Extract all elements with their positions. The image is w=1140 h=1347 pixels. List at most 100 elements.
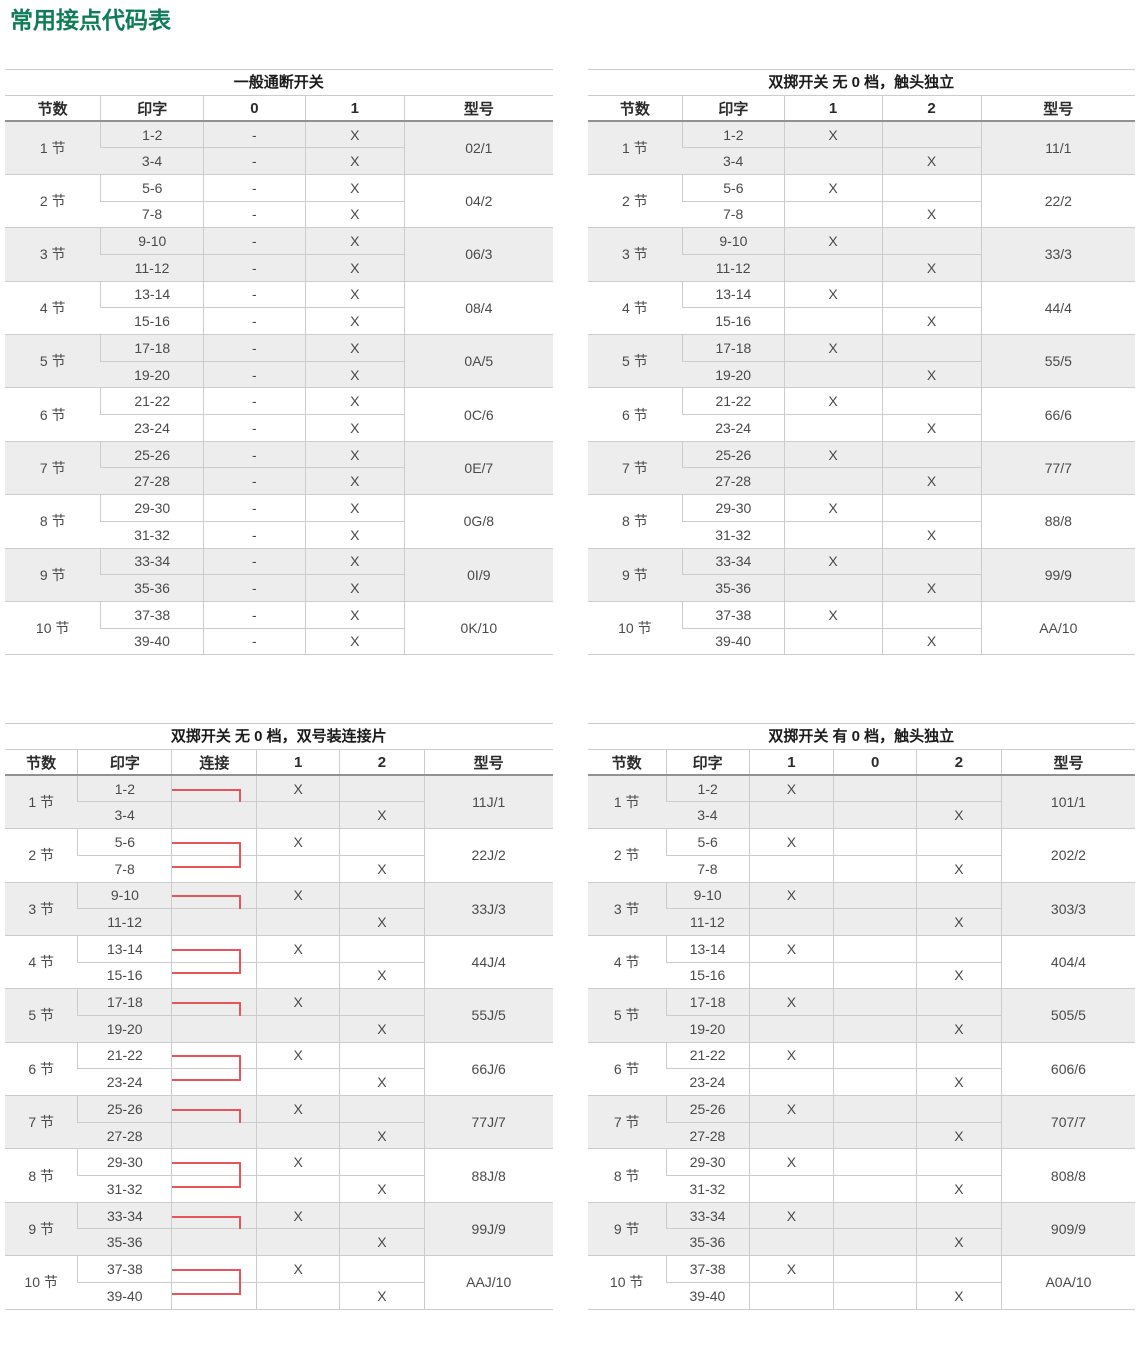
pin-cell: 23-24	[682, 414, 785, 442]
group-row: 5 节 17-18 X 505/5	[587, 988, 1135, 1043]
mark-cell	[916, 988, 1002, 1016]
mark-cell: X	[881, 360, 982, 388]
sections-cell: 9 节	[5, 1201, 78, 1256]
group-row: 1 节 1-2 X 11/1	[587, 120, 1135, 175]
mark-cell	[256, 1228, 340, 1256]
pin-cell: 17-18	[682, 334, 785, 362]
mark-cell: -	[203, 307, 306, 335]
mark-cell: X	[748, 828, 834, 856]
mark-cell: X	[339, 1121, 425, 1149]
group-row: 4 节 13-14- X 08/4	[5, 280, 553, 335]
column-header: 0	[833, 750, 917, 777]
group-row: 10 节 37-38 X AAJ/10	[5, 1255, 553, 1309]
group-subrow: 39-40 X	[588, 627, 1136, 655]
sections-cell: 1 节	[587, 774, 667, 829]
mark-cell: X	[304, 253, 405, 282]
sections-cell: 1 节	[5, 774, 78, 829]
pin-cell: 13-14	[682, 280, 785, 308]
group-subrow: 11-12 X	[588, 253, 1136, 282]
pin-cell: 5-6	[682, 173, 785, 202]
mark-cell: -	[203, 280, 306, 308]
mark-cell: X	[748, 1255, 834, 1283]
mark-cell: -	[203, 387, 306, 415]
sections-cell: 2 节	[587, 173, 683, 228]
model-cell: 101/1	[1000, 774, 1135, 829]
connector-cell	[171, 774, 257, 815]
mark-cell	[881, 173, 982, 202]
mark-cell	[748, 961, 834, 989]
model-cell: 202/2	[1000, 828, 1135, 882]
group-subrow: 19-20- X	[5, 360, 553, 388]
model-cell: 44/4	[980, 280, 1135, 335]
mark-cell	[881, 547, 982, 575]
sections-cell: 9 节	[587, 547, 683, 602]
mark-cell: X	[881, 253, 982, 282]
model-cell: A0A/10	[1000, 1255, 1135, 1309]
pin-cell: 27-28	[77, 1121, 172, 1149]
group-row: 5 节 17-18 X 55/5	[587, 333, 1135, 388]
mark-cell: X	[339, 1068, 425, 1096]
pin-cell: 5-6	[77, 828, 172, 856]
model-cell: 11J/1	[423, 774, 553, 829]
data-table: 节数 印字 连接 1 2 型号 1 节 1-2 X 11J/1 3-4 X 2 节 5-6 X 22J/2 7-…	[5, 750, 553, 1310]
model-cell: 22J/2	[423, 828, 553, 882]
mark-cell: X	[304, 387, 405, 415]
mark-cell: X	[339, 1175, 425, 1203]
sections-cell: 3 节	[587, 881, 667, 936]
group-subrow: 39-40 X	[5, 1281, 553, 1309]
mark-cell: X	[256, 881, 340, 909]
connector-cell	[171, 908, 257, 936]
mark-cell: X	[783, 547, 883, 575]
mark-cell: X	[304, 200, 405, 228]
group-subrow: 15-16 X	[588, 307, 1136, 335]
model-cell: 77J/7	[423, 1094, 553, 1149]
mark-cell: -	[203, 360, 306, 388]
mark-cell: X	[881, 627, 982, 655]
sections-cell: 7 节	[5, 1094, 78, 1149]
mark-cell: X	[783, 227, 883, 255]
sections-cell: 10 节	[5, 1255, 78, 1309]
mark-cell	[256, 1014, 340, 1043]
pin-cell: 15-16	[77, 961, 172, 989]
model-cell: 88J/8	[423, 1148, 553, 1203]
column-header: 节数	[587, 750, 667, 777]
model-cell: 99/9	[980, 547, 1135, 602]
group-row: 4 节 13-14 X 44/4	[587, 280, 1135, 335]
header-row: 节数 印字 1 0 2 型号	[587, 750, 1135, 777]
group-subrow: 27-28 X	[5, 1121, 553, 1149]
pin-cell: 3-4	[77, 801, 172, 829]
mark-cell	[833, 1148, 917, 1176]
pin-cell: 27-28	[682, 467, 785, 495]
mark-cell: X	[748, 1148, 834, 1176]
connector-cell	[171, 1148, 257, 1188]
model-cell: 0G/8	[404, 494, 553, 548]
sections-cell: 5 节	[587, 988, 667, 1043]
pin-cell: 5-6	[665, 828, 749, 856]
pin-cell: 17-18	[100, 334, 204, 362]
model-cell: 04/2	[404, 173, 553, 228]
mark-cell: X	[881, 200, 982, 228]
sections-cell: 5 节	[5, 988, 78, 1043]
mark-cell	[881, 227, 982, 255]
column-header: 印字	[682, 96, 785, 122]
group-row: 6 节 21-22- X 0C/6	[5, 387, 553, 442]
mark-cell	[748, 1175, 834, 1203]
tables-grid: 一般通断开关 节数 印字 0 1 型号 1 节 1-2- X 02/1 3-4- X 2 节 5-6- X 0…	[0, 69, 1140, 1310]
group-subrow: 23-24 X	[588, 414, 1136, 442]
group-subrow: 23-24- X	[5, 414, 553, 442]
mark-cell: X	[256, 1095, 340, 1123]
connector-cell	[171, 1014, 257, 1043]
connector-cell	[171, 1175, 257, 1203]
mark-cell	[339, 1041, 425, 1069]
pin-cell: 15-16	[682, 307, 785, 335]
mark-cell: -	[203, 440, 306, 468]
mark-cell	[783, 253, 883, 282]
pin-cell: 29-30	[682, 494, 785, 522]
pin-cell: 11-12	[682, 253, 785, 282]
column-header: 型号	[404, 96, 553, 122]
sections-cell: 2 节	[587, 828, 667, 882]
sections-cell: 5 节	[5, 333, 101, 388]
mark-cell	[339, 1201, 425, 1229]
mark-cell: X	[304, 147, 405, 175]
pin-cell: 35-36	[666, 1228, 749, 1256]
